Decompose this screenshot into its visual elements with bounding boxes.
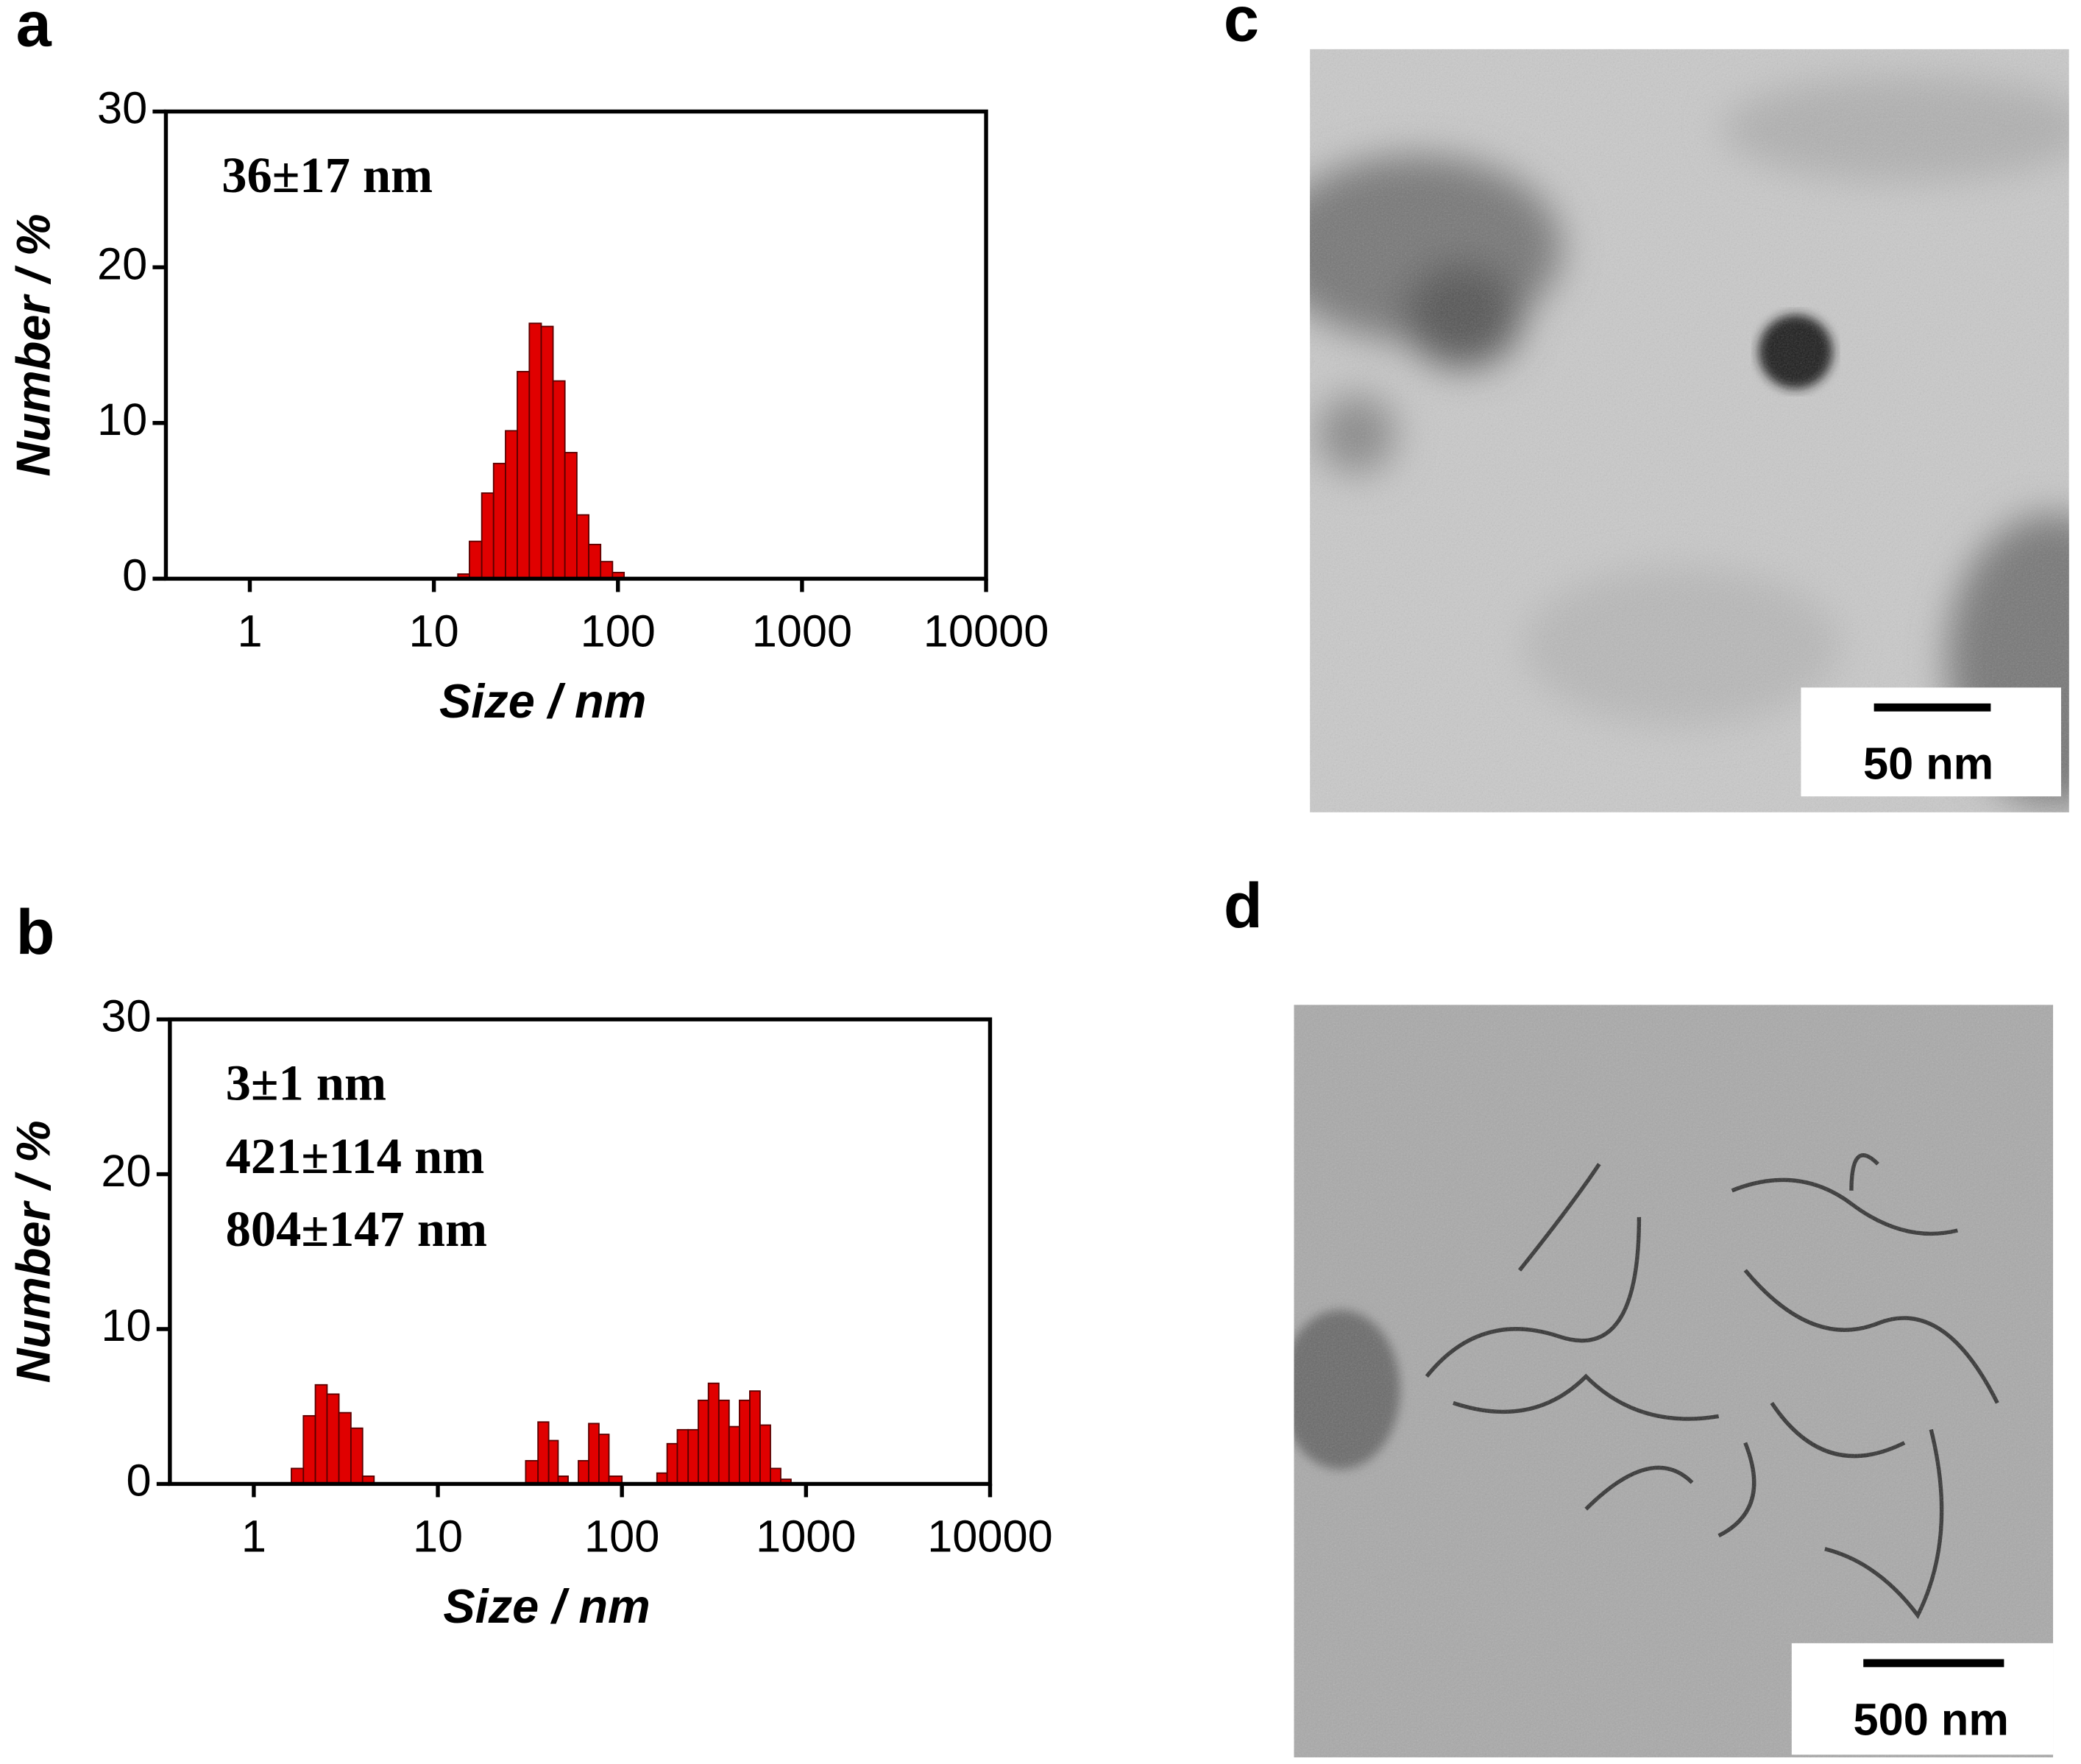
bar — [600, 561, 614, 580]
y-tick-label: 20 — [97, 238, 147, 288]
bar — [291, 1467, 305, 1485]
y-tick-label: 10 — [101, 1300, 151, 1350]
bar — [537, 1421, 550, 1485]
bar — [528, 322, 542, 580]
panel-label: a — [16, 0, 52, 60]
x-tick-label: 1 — [237, 605, 262, 656]
x-axis-label: Size / nm — [443, 1579, 650, 1633]
bar — [578, 1459, 589, 1485]
bar — [517, 371, 531, 580]
y-tick-label: 20 — [101, 1145, 151, 1196]
bar — [302, 1414, 316, 1485]
bar — [687, 1428, 699, 1485]
bar — [676, 1428, 689, 1485]
y-axis-label: Number / % — [7, 213, 60, 476]
y-tick-label: 0 — [126, 1455, 151, 1506]
bar — [759, 1424, 771, 1485]
x-tick-label: 1000 — [756, 1510, 856, 1561]
tem-image-d: d 500 nm — [1224, 871, 2054, 1757]
x-tick-label: 100 — [581, 605, 656, 656]
x-tick-label: 10000 — [923, 605, 1049, 656]
scale-bar-label: 500 nm — [1854, 1693, 2009, 1744]
bar — [698, 1399, 709, 1485]
annotation: 421±114 nm — [226, 1128, 485, 1184]
bar — [588, 543, 602, 580]
bar — [576, 514, 589, 580]
bar — [350, 1427, 364, 1485]
scale-bar-label: 50 nm — [1863, 738, 1993, 789]
annotation: 3±1 nm — [226, 1055, 386, 1111]
annotation: 804±147 nm — [226, 1201, 487, 1257]
tem-photo — [1294, 1005, 2054, 1757]
plot-frame — [163, 109, 988, 581]
bar — [588, 1423, 600, 1485]
bar — [326, 1393, 340, 1485]
y-tick-label: 30 — [97, 82, 147, 133]
bar — [707, 1382, 720, 1485]
annotation: 36±17 nm — [221, 147, 433, 203]
plot-frame — [168, 1017, 993, 1487]
bar — [738, 1399, 751, 1485]
bar — [525, 1459, 539, 1485]
bar — [666, 1442, 678, 1485]
bar — [598, 1434, 610, 1485]
bar — [469, 540, 483, 580]
bar — [540, 325, 554, 580]
bar — [770, 1467, 781, 1485]
y-tick-label: 0 — [122, 550, 147, 601]
x-tick-label: 100 — [584, 1510, 659, 1561]
bar — [314, 1384, 328, 1485]
tem-photo — [1310, 49, 2069, 812]
x-axis-label: Size / nm — [439, 674, 646, 728]
x-tick-label: 10000 — [927, 1510, 1053, 1561]
bar — [728, 1425, 740, 1485]
panel-label: c — [1224, 0, 1259, 54]
x-tick-label: 10 — [413, 1510, 463, 1561]
bar — [481, 492, 494, 580]
y-tick-label: 10 — [97, 394, 147, 444]
bar — [749, 1390, 761, 1485]
bar — [505, 430, 518, 580]
x-tick-label: 1000 — [752, 605, 852, 656]
x-tick-label: 1 — [241, 1510, 266, 1561]
tem-image-c: c 50 nm — [1224, 0, 2069, 812]
y-tick-label: 30 — [101, 990, 151, 1041]
bar — [564, 452, 578, 580]
bar — [338, 1411, 352, 1485]
panel-label: d — [1224, 871, 1263, 941]
y-axis-label: Number / % — [7, 1120, 60, 1383]
bar — [717, 1399, 730, 1485]
bar — [552, 380, 566, 580]
x-tick-label: 10 — [409, 605, 459, 656]
panel-label: b — [16, 897, 55, 968]
bar — [547, 1439, 559, 1485]
bar — [492, 462, 506, 580]
